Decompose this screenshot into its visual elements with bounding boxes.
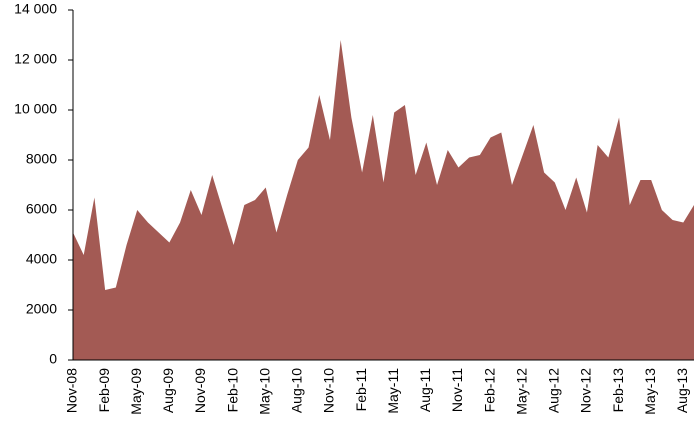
x-tick-label: Nov-10 [321, 368, 337, 413]
x-tick-label: May-10 [256, 368, 272, 415]
x-tick-label: May-12 [513, 368, 529, 415]
x-tick-label: Nov-09 [192, 368, 208, 413]
x-tick-label: Feb-11 [353, 368, 369, 412]
y-tick-label: 14 000 [14, 1, 57, 17]
y-tick-label: 10 000 [14, 101, 57, 117]
y-tick-label: 12 000 [14, 51, 57, 67]
area [73, 40, 694, 360]
y-tick-label: 6000 [26, 201, 57, 217]
y-tick-label: 2000 [26, 301, 57, 317]
x-tick-label: Nov-12 [578, 368, 594, 413]
x-tick-label: Aug-09 [160, 368, 176, 413]
x-tick-label: Aug-11 [417, 368, 433, 412]
x-tick-label: May-11 [385, 368, 401, 414]
y-tick-label: 8000 [26, 151, 57, 167]
x-tick-label: Feb-10 [224, 368, 240, 413]
x-tick-label: Feb-13 [610, 368, 626, 413]
x-tick-label: Nov-11 [449, 368, 465, 412]
x-tick-label: Aug-13 [674, 368, 690, 413]
x-tick-label: Feb-09 [96, 368, 112, 413]
x-tick-label: Aug-12 [546, 368, 562, 413]
x-tick-label: May-09 [128, 368, 144, 415]
x-tick-label: May-13 [642, 368, 658, 415]
x-tick-label: Feb-12 [481, 368, 497, 413]
y-tick-label: 4000 [26, 251, 57, 267]
y-tick-label: 0 [49, 351, 57, 367]
x-tick-label: Aug-10 [289, 368, 305, 413]
x-tick-label: Nov-08 [64, 368, 80, 413]
